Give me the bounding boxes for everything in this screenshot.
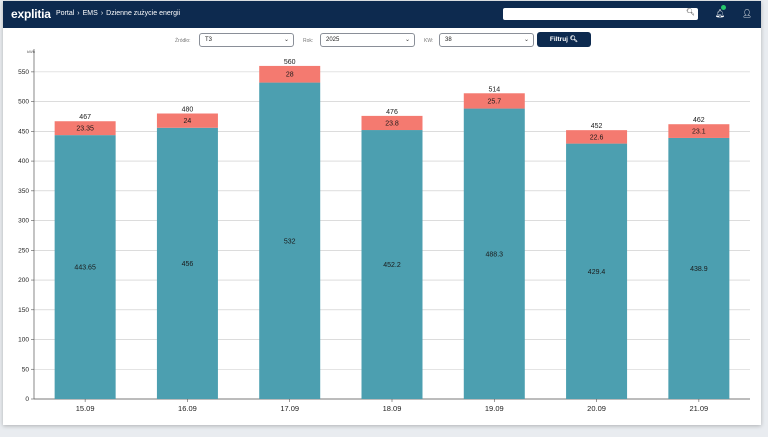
bar-total-label: 480 — [182, 107, 194, 114]
breadcrumb-separator: › — [100, 10, 104, 17]
bar-base-label: 452.2 — [383, 262, 401, 269]
source-label: Źródło: — [175, 38, 191, 44]
bar-base — [463, 108, 525, 399]
x-tick-label: 18.09 — [383, 404, 402, 413]
filter-button-label: Filtruj — [549, 36, 568, 43]
week-select[interactable]: 38 ⌄ — [439, 33, 534, 47]
bar-base-label: 488.3 — [486, 251, 504, 258]
y-tick-label: 250 — [18, 247, 29, 254]
bar-top-label: 22.6 — [590, 134, 604, 141]
bar-total-label: 514 — [488, 86, 500, 93]
x-tick-label: 16.09 — [178, 404, 197, 413]
y-tick-label: 50 — [22, 366, 30, 373]
bar-top — [54, 121, 116, 136]
bar-base — [566, 143, 628, 399]
y-tick-label: 100 — [18, 337, 29, 344]
y-axis-label: kWh — [27, 49, 35, 54]
x-tick-label: 15.09 — [76, 404, 95, 413]
bar-top-label: 23.1 — [692, 129, 706, 136]
bar-base-label: 438.9 — [690, 266, 708, 273]
energy-chart: kWh 0 50 100 150 200 250 300 350 400 450 500 550 443.… — [18, 49, 750, 413]
bar-top — [668, 124, 730, 138]
y-tick-label: 350 — [18, 188, 29, 195]
y-tick-label: 200 — [18, 277, 29, 284]
breadcrumb-separator: › — [77, 10, 80, 17]
bar-base — [361, 130, 423, 399]
bar-total-label: 560 — [284, 59, 296, 66]
bar-base — [54, 135, 116, 399]
source-select[interactable]: T3 ⌄ — [199, 33, 294, 47]
bar-base-label: 532 — [284, 238, 296, 245]
y-tick-label: 150 — [18, 307, 29, 314]
bar-base — [259, 82, 321, 399]
bar-base-label: 443.65 — [74, 265, 96, 272]
bar-total-label: 476 — [386, 109, 398, 116]
filter-button[interactable]: Filtruj 🔍︎ — [537, 32, 591, 47]
user-icon[interactable]: 👤︎ — [742, 9, 753, 18]
y-tick-label: 450 — [18, 128, 29, 135]
bar-top — [361, 115, 423, 131]
x-tick-label: 19.09 — [485, 404, 504, 413]
breadcrumb-portal[interactable]: Portal — [56, 10, 75, 17]
x-tick-label: 20.09 — [587, 404, 606, 413]
breadcrumb-ems[interactable]: EMS — [82, 10, 98, 17]
bar-top — [156, 113, 218, 128]
y-tick-label: 550 — [18, 69, 29, 76]
top-navbar: explitia Portal › EMS › Dzienne zużycie ener… — [3, 1, 761, 28]
bar-top-label: 24 — [184, 118, 192, 125]
y-tick-label: 300 — [18, 218, 29, 225]
year-value: 2025 — [326, 37, 340, 43]
search-input[interactable]: 🔍︎ — [503, 8, 698, 20]
bar-total-label: 452 — [591, 123, 603, 130]
y-tick-label: 400 — [18, 158, 29, 165]
bar-top — [463, 93, 525, 109]
y-tick-label: 500 — [18, 99, 29, 106]
y-tick-label: 0 — [25, 396, 29, 403]
bar-base — [668, 137, 730, 400]
bell-icon[interactable]: 🔔︎ — [715, 9, 726, 18]
week-value: 38 — [445, 37, 452, 43]
bar-total-label: 462 — [693, 117, 705, 124]
bar-top — [566, 130, 628, 144]
year-label: Rok: — [303, 38, 314, 44]
breadcrumb: Portal › EMS › Dzienne zużycie energii — [56, 10, 183, 17]
year-select[interactable]: 2025 ⌄ — [320, 33, 415, 47]
bar-base-label: 429.4 — [588, 269, 606, 276]
app-window: explitia Portal › EMS › Dzienne zużycie ener… — [3, 1, 761, 425]
filter-bar: Źródło: T3 ⌄ Rok: 2025 ⌄ KW: 38 ⌄ — [3, 33, 761, 49]
bar-top — [259, 65, 321, 83]
bar-top-label: 23.35 — [76, 126, 94, 133]
bar-top-label: 28 — [286, 72, 294, 79]
bar-base-label: 456 — [182, 261, 194, 268]
x-tick-label: 17.09 — [280, 404, 299, 413]
bar-top-label: 25.7 — [487, 98, 501, 105]
explitia-logo[interactable]: explitia — [11, 7, 51, 21]
search-icon[interactable]: 🔍︎ — [686, 9, 695, 16]
x-tick-label: 21.09 — [689, 404, 708, 413]
bar-top-label: 23.8 — [385, 120, 399, 127]
notification-badge — [721, 5, 726, 10]
chevron-down-icon: ⌄ — [523, 37, 529, 43]
bar-total-label: 467 — [79, 114, 91, 121]
search-icon: 🔍︎ — [569, 36, 579, 43]
chevron-down-icon: ⌄ — [404, 37, 410, 43]
week-label: KW: — [424, 38, 434, 44]
breadcrumb-current: Dzienne zużycie energii — [106, 10, 181, 17]
source-value: T3 — [205, 37, 213, 43]
bar-base — [156, 127, 218, 400]
chevron-down-icon: ⌄ — [283, 37, 289, 43]
